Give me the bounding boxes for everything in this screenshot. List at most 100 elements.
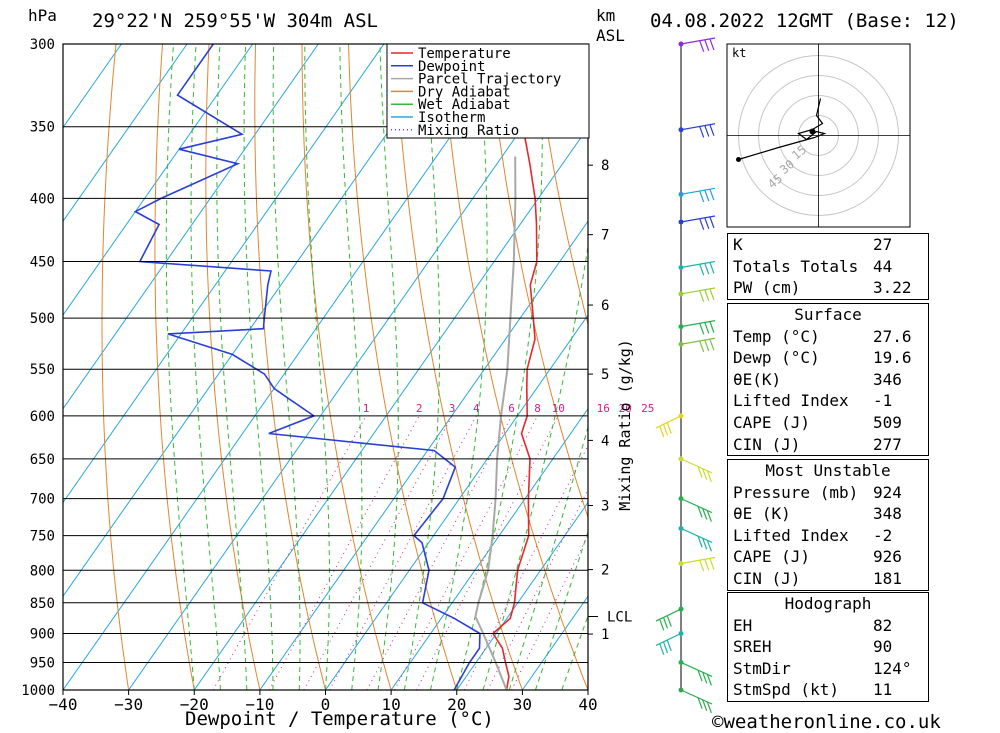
- wet-adiabat-line: [165, 44, 195, 690]
- km-tick-label: 3: [601, 498, 609, 514]
- most-unstable-row: Lifted Index -2: [728, 525, 928, 547]
- wind-barb-feather: [659, 619, 665, 631]
- surface-row: CIN (J) 277: [728, 434, 928, 456]
- wind-barb: [655, 606, 684, 631]
- pressure-tick-label: 350: [30, 120, 55, 136]
- most-unstable-value: 926: [873, 547, 902, 567]
- pressure-tick-label: 800: [30, 563, 55, 579]
- wind-barb-feather: [704, 39, 710, 52]
- most-unstable-value: -2: [873, 525, 893, 545]
- wind-barb-feather: [706, 540, 712, 552]
- wind-barb-feather: [702, 508, 708, 520]
- wind-barb-feather: [699, 126, 705, 138]
- wind-barb-feather: [699, 323, 705, 335]
- plot-frame: [62, 43, 589, 691]
- surface-value: 27.6: [873, 326, 912, 346]
- wet-adiabat-line: [243, 44, 274, 690]
- legend-entry: Temperature: [418, 46, 511, 62]
- hodograph-param-value: 82: [873, 615, 893, 635]
- hodograph-param-value: 11: [873, 680, 893, 700]
- mixing-ratio-label: 8: [534, 402, 541, 415]
- wind-barb: [678, 215, 716, 230]
- most-unstable-value: 348: [873, 504, 902, 524]
- wind-barb-feather: [659, 425, 665, 438]
- km-tick-label: 5: [601, 367, 609, 383]
- wind-barb-feather: [697, 669, 703, 682]
- wind-barb-feather: [704, 217, 710, 229]
- hodograph-trace: [738, 98, 827, 161]
- isotherm-line: [63, 44, 254, 316]
- surface-row: Temp (°C) 27.6: [728, 326, 928, 348]
- wind-barb-feather: [706, 701, 712, 714]
- wet-adiabat-line: [377, 44, 399, 690]
- pressure-tick-label: 950: [30, 655, 55, 671]
- wind-barb: [678, 337, 716, 353]
- dry-adiabat-line: [534, 44, 588, 327]
- surface-value: -1: [873, 391, 893, 411]
- pressure-tick-label: 550: [30, 362, 55, 378]
- hodograph-end-dot: [736, 157, 741, 162]
- wind-barb-feather: [697, 466, 703, 478]
- pressure-tick-label: 700: [30, 492, 55, 508]
- dry-adiabat-line: [953, 44, 1000, 690]
- hodograph-param-row: SREH 90: [728, 636, 928, 658]
- wind-barb: [678, 320, 716, 335]
- x-tick-label: 10: [381, 695, 400, 714]
- km-tick-label: 6: [601, 298, 609, 314]
- wind-barb-feather: [699, 218, 705, 230]
- index-value: 3.22: [873, 278, 912, 298]
- wind-barb-feather: [709, 558, 715, 570]
- credit-text: ©weatheronline.co.uk: [712, 711, 941, 733]
- most-unstable-key: Lifted Index: [733, 525, 849, 545]
- wind-barb-feather: [662, 641, 669, 654]
- hodograph-unit: kt: [732, 46, 746, 60]
- most-unstable-table: Most Unstable Pressure (mb) 924 θE (K) 348 L…: [727, 459, 929, 591]
- hodograph-param-row: StmSpd (kt) 11: [728, 679, 928, 701]
- wind-barb-staff: [680, 556, 716, 565]
- most-unstable-key: θE (K): [733, 504, 791, 524]
- location-title: 29°22'N 259°55'W 304m ASL: [92, 10, 378, 32]
- dry-adiabat-line: [254, 44, 326, 690]
- most-unstable-row: CAPE (J) 926: [728, 546, 928, 568]
- isotherm-line: [390, 407, 588, 690]
- wind-barb-feather: [704, 189, 710, 202]
- surface-key: Lifted Index: [733, 391, 849, 411]
- wind-barb-feather: [699, 263, 705, 276]
- wind-barb-feather: [662, 617, 669, 629]
- dry-adiabat-line: [301, 44, 392, 690]
- km-tick-label: 4: [601, 433, 609, 449]
- wind-barb: [678, 260, 716, 276]
- wind-barb: [678, 556, 716, 572]
- surface-value: 509: [873, 412, 902, 432]
- surface-key: Temp (°C): [733, 326, 820, 346]
- km-tick-label: 1: [601, 627, 609, 643]
- pressure-tick-label: 450: [30, 255, 55, 271]
- wind-barb: [678, 37, 716, 52]
- wind-barb-feather: [709, 38, 715, 51]
- most-unstable-key: CIN (J): [733, 568, 801, 588]
- surface-value: 346: [873, 369, 902, 389]
- isotherm-line: [63, 44, 188, 223]
- pressure-unit-label: hPa: [28, 6, 57, 25]
- index-row: PW (cm) 3.22: [728, 277, 928, 299]
- mixing-ratio-line: [329, 415, 477, 690]
- wet-adiabat-line: [272, 44, 301, 690]
- wind-barb-feather: [699, 340, 705, 353]
- pressure-tick-label: 650: [30, 452, 55, 468]
- hodograph-param-row: EH 82: [728, 615, 928, 637]
- legend-entry: Mixing Ratio: [418, 123, 519, 139]
- pressure-tick-label: 850: [30, 596, 55, 612]
- wind-barb-feather: [706, 674, 712, 686]
- most-unstable-row: Pressure (mb) 924: [728, 482, 928, 504]
- surface-row: θE(K) 346: [728, 369, 928, 391]
- pressure-tick-label: 400: [30, 191, 55, 207]
- isotherm-line: [456, 501, 588, 690]
- wind-barb-feather: [666, 615, 672, 627]
- pressure-tick-label: 600: [30, 409, 55, 425]
- wet-adiabat-line: [216, 44, 248, 690]
- surface-key: CAPE (J): [733, 412, 811, 432]
- index-value: 27: [873, 235, 893, 254]
- index-row: K 27: [728, 234, 928, 256]
- wind-barb-staff: [680, 37, 716, 45]
